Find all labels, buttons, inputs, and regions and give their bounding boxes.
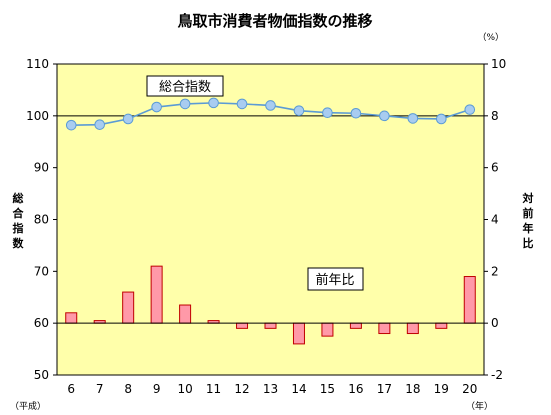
bar [264, 322, 277, 329]
left-axis-label-char: 指 [13, 221, 24, 235]
x-unit-left: （平成） [10, 400, 46, 412]
left-axis-label-char: 総 [13, 191, 24, 205]
line-point [94, 119, 105, 130]
right-axis-label-char: 対 [522, 191, 534, 205]
line-point [350, 107, 362, 119]
x-tick-label: 18 [405, 382, 420, 396]
bar [179, 304, 192, 324]
left-tick-label: 100 [26, 109, 49, 123]
right-axis-label-char: 年 [523, 221, 534, 235]
legend-line-label: 総合指数 [159, 80, 211, 95]
x-tick-label: 16 [348, 382, 363, 396]
bar [463, 276, 476, 324]
bar [406, 322, 419, 335]
left-axis-label: 総 合 指 数 [13, 191, 25, 250]
bar [321, 322, 334, 337]
x-tick-label: 8 [124, 382, 132, 396]
left-axis-label-char: 数 [13, 236, 25, 250]
left-tick-label: 90 [34, 161, 49, 175]
right-tick-label: 4 [491, 213, 499, 227]
line-point [265, 100, 276, 111]
line-point [464, 104, 476, 115]
bar [292, 322, 305, 345]
x-tick-label: 6 [67, 382, 75, 396]
x-tick-label: 10 [177, 382, 192, 396]
left-tick-label: 70 [34, 264, 49, 278]
bar [435, 322, 448, 329]
right-axis-label-char: 前 [523, 206, 534, 220]
bar [122, 291, 135, 324]
x-tick-label: 9 [153, 382, 161, 396]
left-tick-label: 60 [34, 316, 49, 330]
right-tick-label: -2 [491, 368, 503, 382]
legend-bar-label: 前年比 [315, 272, 354, 288]
bar [65, 312, 78, 324]
legend-bar: 前年比 [307, 267, 364, 291]
right-axis-unit: （%） [477, 32, 504, 43]
bar [378, 322, 391, 335]
left-tick-label: 80 [34, 213, 49, 227]
right-tick-label: 10 [491, 57, 506, 71]
legend-bar-box [307, 267, 364, 291]
legend-line: 総合指数 [146, 75, 224, 97]
bar [349, 322, 362, 329]
right-tick-label: 6 [491, 161, 499, 175]
line-point [379, 110, 390, 122]
line-point [208, 97, 219, 109]
x-tick-label: 13 [263, 382, 278, 396]
line-point [122, 113, 134, 125]
x-tick-label: 19 [434, 382, 449, 396]
x-tick-label: 17 [377, 382, 392, 396]
bar [236, 322, 249, 329]
right-tick-label: 2 [491, 264, 499, 278]
line-point [407, 113, 419, 124]
x-tick-label: 20 [462, 382, 477, 396]
left-tick-label: 50 [34, 368, 49, 382]
left-axis-label-char: 合 [13, 206, 25, 220]
x-tick-label: 15 [320, 382, 335, 396]
line-point [322, 107, 333, 119]
line-point [293, 105, 305, 116]
right-axis-label-char: 比 [523, 236, 534, 250]
x-tick-label: 7 [96, 382, 104, 396]
line-point [236, 98, 248, 110]
legend-line-box [146, 75, 224, 97]
line-point [65, 119, 77, 131]
right-axis-label: 対 前 年 比 [522, 191, 534, 250]
line-point [179, 98, 191, 110]
right-tick-label: 8 [491, 109, 499, 123]
x-tick-label: 14 [291, 382, 306, 396]
right-tick-label: 0 [491, 316, 499, 330]
x-tick-label: 12 [234, 382, 249, 396]
line-point [436, 113, 447, 125]
x-tick-label: 11 [206, 382, 221, 396]
line-point [151, 101, 162, 113]
x-unit-right: （年） [466, 400, 493, 412]
left-tick-label: 110 [26, 57, 49, 71]
bar [150, 265, 163, 324]
chart-title: 鳥取市消費者物価指数の推移 [177, 12, 372, 30]
